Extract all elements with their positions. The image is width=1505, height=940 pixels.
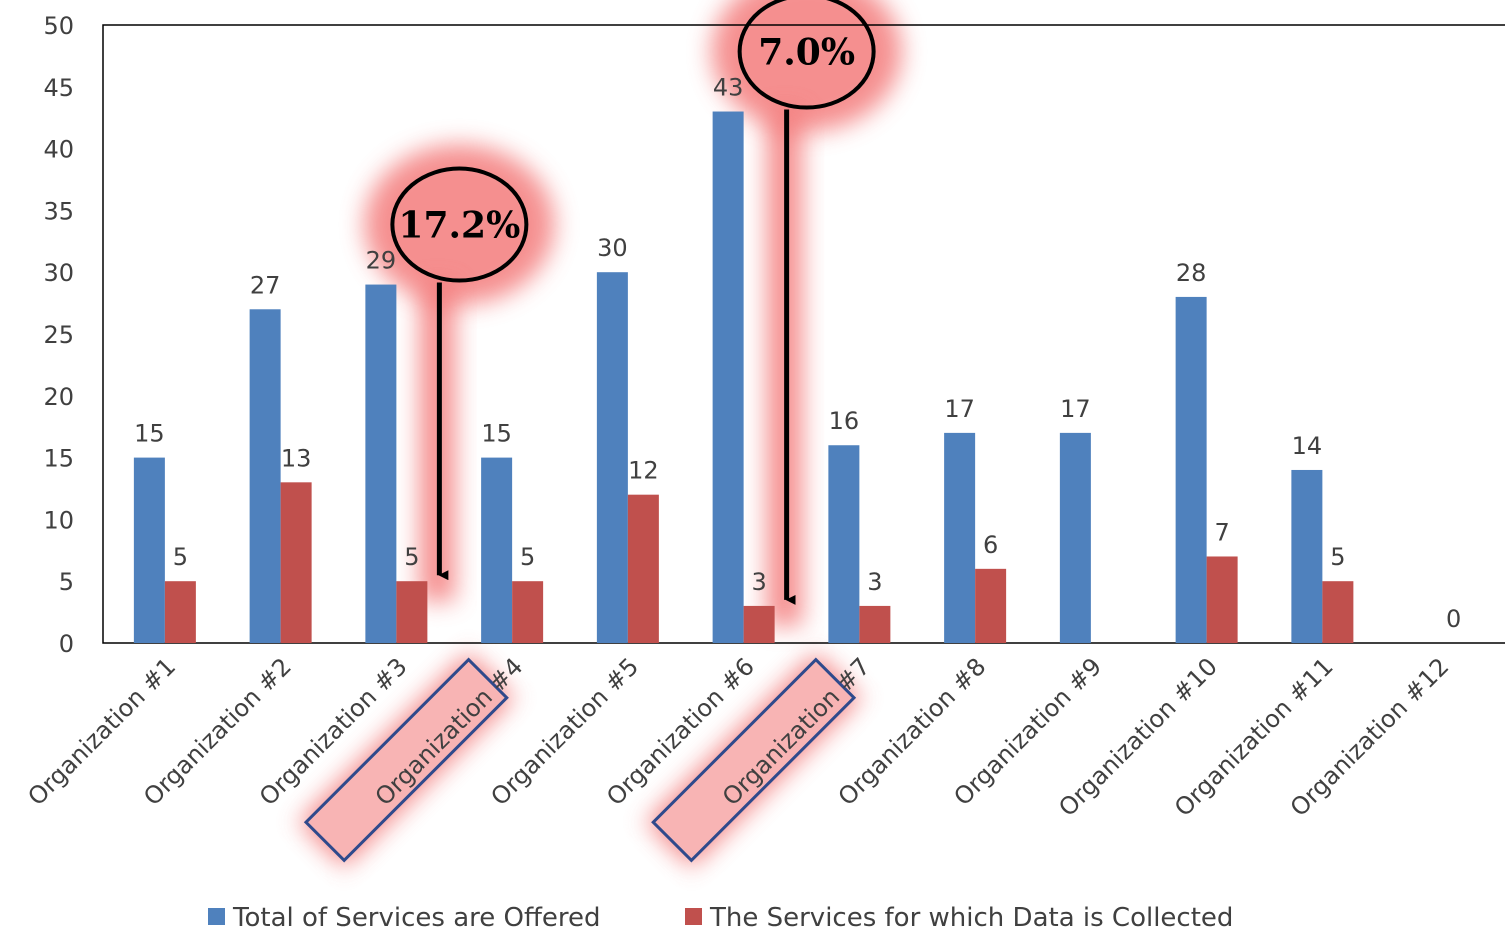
bar-data-collected — [396, 581, 428, 643]
bar-data-collected — [280, 482, 312, 643]
data-label: 15 — [134, 420, 165, 448]
callout-percentage: 17.2% — [398, 205, 520, 247]
bar-data-collected — [743, 605, 775, 643]
data-label: 27 — [250, 271, 281, 299]
data-label: 13 — [281, 444, 312, 472]
category-highlight-box — [303, 657, 509, 863]
callout-percentage: 7.0% — [758, 32, 855, 74]
y-tick-label: 5 — [59, 568, 74, 596]
bar-total-offered — [133, 457, 165, 643]
data-label: 29 — [366, 247, 397, 275]
bar-data-collected — [859, 605, 891, 643]
y-tick-label: 30 — [43, 259, 74, 287]
data-label: 3 — [867, 568, 882, 596]
data-label: 5 — [404, 543, 419, 571]
bar-total-offered — [828, 445, 860, 643]
legend-label: Total of Services are Offered — [232, 903, 601, 933]
legend: Total of Services are Offered The Service… — [208, 903, 1233, 933]
bar-data-collected — [627, 494, 659, 643]
y-tick-label: 40 — [43, 136, 74, 164]
y-tick-label: 10 — [43, 506, 74, 534]
bar-data-collected — [1322, 581, 1354, 643]
bar-total-offered — [1059, 432, 1091, 643]
plot-frame — [102, 24, 1505, 644]
bar-total-offered — [365, 284, 397, 643]
bars — [133, 111, 1354, 643]
callout-circle — [390, 166, 529, 283]
category-highlight-box — [651, 657, 857, 863]
data-label: 17 — [944, 395, 975, 423]
data-label: 12 — [628, 457, 659, 485]
callouts: 17.2% 7.0% — [390, 0, 876, 605]
callout-glow — [711, 0, 902, 132]
y-axis: 0 5 10 15 20 25 30 35 40 45 50 — [43, 12, 74, 658]
data-label: 16 — [829, 407, 860, 435]
bar-total-offered — [944, 432, 976, 643]
data-label: 5 — [520, 543, 535, 571]
data-label: 14 — [1292, 432, 1323, 460]
bar-data-collected — [164, 581, 196, 643]
plot-border — [102, 24, 1505, 644]
y-tick-label: 15 — [43, 445, 74, 473]
legend-swatch — [208, 908, 225, 925]
y-tick-label: 25 — [43, 321, 74, 349]
bar-total-offered — [1291, 469, 1323, 643]
data-label: 28 — [1176, 259, 1207, 287]
data-label: 5 — [173, 543, 188, 571]
legend-label: The Services for which Data is Collected — [709, 903, 1233, 933]
data-label: 7 — [1214, 518, 1229, 546]
callout-circle — [737, 0, 876, 110]
y-tick-label: 35 — [43, 197, 74, 225]
bar-total-offered — [249, 309, 281, 643]
y-tick-label: 45 — [43, 74, 74, 102]
bar-total-offered — [481, 457, 513, 643]
data-label: 17 — [1060, 395, 1091, 423]
data-label: 15 — [481, 420, 512, 448]
bar-total-offered — [1175, 296, 1207, 643]
data-labels: 15 27 29 15 30 43 16 17 17 28 14 5 13 5 5 12 3 3 6 7 5 0 — [134, 74, 1461, 633]
data-label: 5 — [1330, 543, 1345, 571]
bar-data-collected — [975, 568, 1007, 643]
bar-data-collected — [512, 581, 544, 643]
data-label: 3 — [751, 568, 766, 596]
y-tick-label: 20 — [43, 383, 74, 411]
legend-swatch — [685, 908, 702, 925]
y-tick-label: 0 — [59, 630, 74, 658]
bar-total-offered — [596, 272, 628, 643]
bar-data-collected — [1206, 556, 1238, 643]
data-label: 30 — [597, 234, 628, 262]
y-tick-label: 50 — [43, 12, 74, 40]
data-label: 6 — [983, 531, 998, 559]
data-label: 43 — [713, 74, 744, 102]
bar-total-offered — [712, 111, 744, 643]
data-label: 0 — [1446, 605, 1461, 633]
highlight-glow-layer — [298, 0, 902, 868]
